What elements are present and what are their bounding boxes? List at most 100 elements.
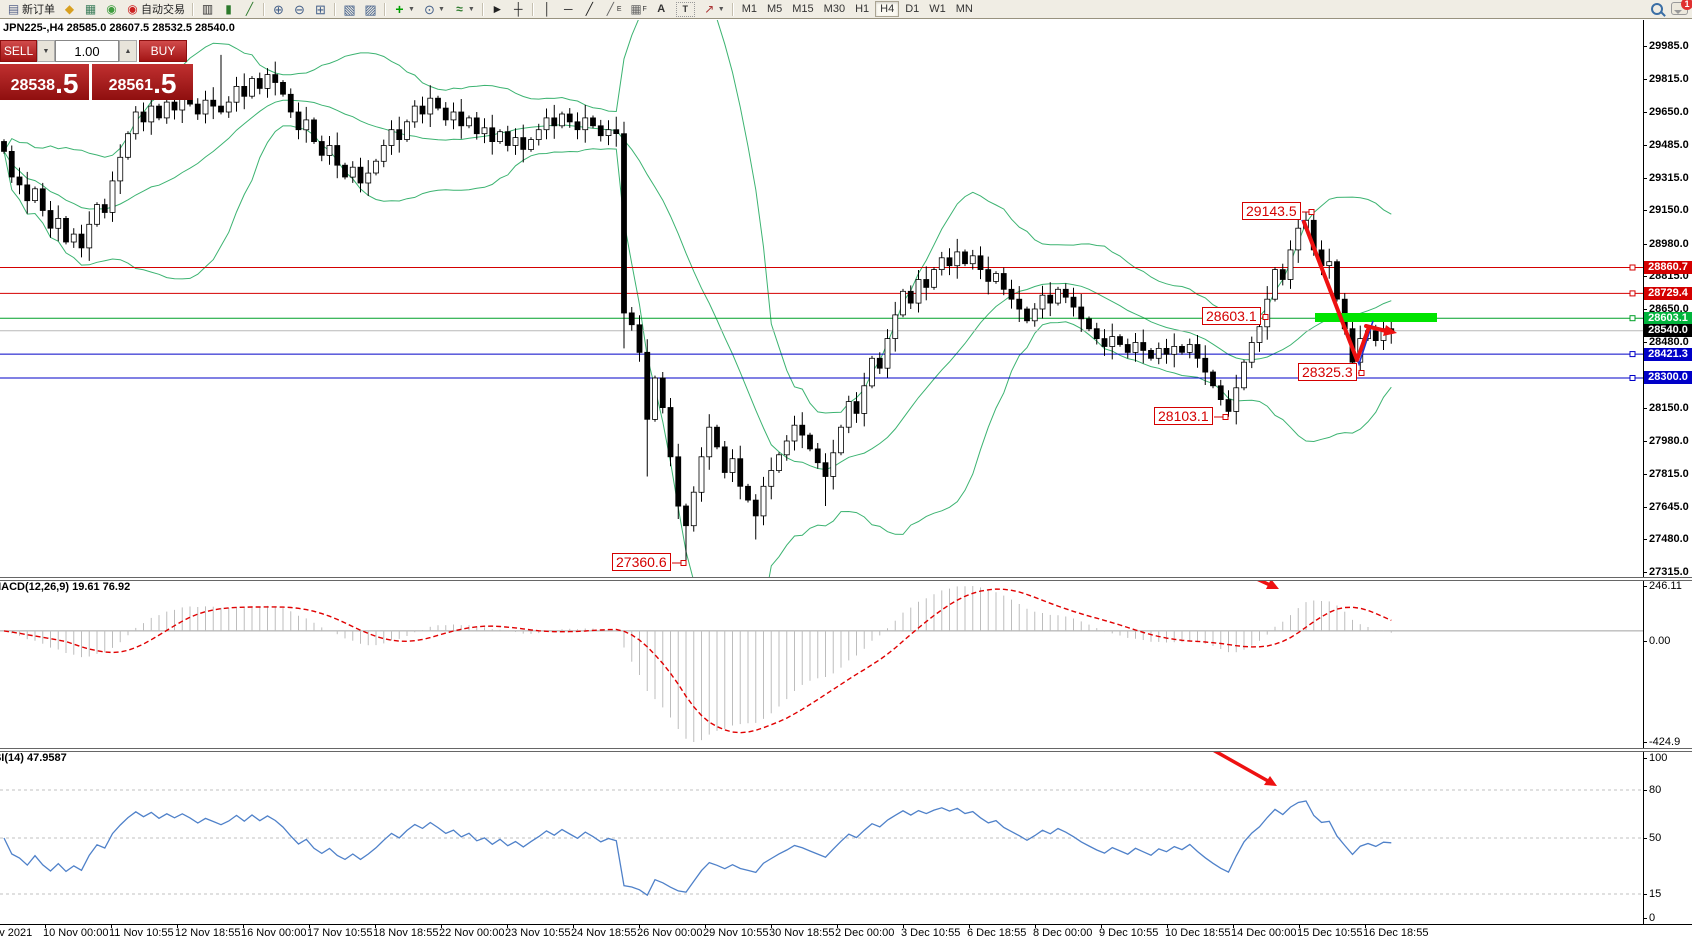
- candle-body: [63, 217, 69, 243]
- fibo-tool[interactable]: ╱ E: [601, 1, 625, 17]
- rsi-panel-chart[interactable]: [0, 751, 1643, 924]
- candle-body: [861, 385, 868, 414]
- price-annotation[interactable]: 29143.5: [1242, 202, 1301, 220]
- rsi-splitter[interactable]: [0, 748, 1692, 752]
- drawn-red-arrow-line[interactable]: [1302, 220, 1371, 362]
- chat-bubble-icon[interactable]: 1: [1671, 0, 1692, 15]
- horizontal-line-tool[interactable]: ─: [559, 1, 578, 17]
- hline-anchor[interactable]: [1629, 290, 1636, 297]
- label-anchor[interactable]: [1222, 414, 1229, 420]
- new-order-button[interactable]: ▤ 新订单: [7, 1, 55, 16]
- text-tool[interactable]: A: [652, 1, 671, 17]
- zoom-out-icon[interactable]: ⊖: [290, 1, 309, 17]
- candle-body: [954, 251, 961, 267]
- sell-price-display[interactable]: 28538.5: [0, 64, 89, 100]
- indicator-axis-label: 50: [1649, 832, 1662, 844]
- candle-body: [1124, 344, 1131, 353]
- candle-body: [876, 357, 883, 369]
- timeframe-M30[interactable]: M30: [823, 3, 846, 15]
- timeframe-MN[interactable]: MN: [955, 3, 973, 15]
- new-chart-icon[interactable]: ▦: [81, 1, 100, 17]
- text-label-tool[interactable]: T: [673, 1, 698, 17]
- timeframe-H4[interactable]: H4: [875, 1, 900, 17]
- arrows-tool[interactable]: ↗ ▼: [700, 1, 728, 17]
- candle-body: [690, 491, 697, 527]
- cursor-tool[interactable]: ►: [488, 1, 507, 17]
- volume-input[interactable]: [55, 40, 119, 62]
- label-anchor[interactable]: [680, 560, 687, 566]
- timeframe-H1[interactable]: H1: [855, 3, 870, 15]
- styler-icon[interactable]: ◆: [60, 1, 79, 17]
- sell-button[interactable]: SELL: [0, 40, 37, 62]
- hline-anchor[interactable]: [1629, 375, 1636, 381]
- buy-price-main: 28561: [108, 77, 154, 94]
- macd-splitter[interactable]: [0, 577, 1692, 581]
- support-highlight-bar[interactable]: [1315, 313, 1437, 322]
- alerts-icon[interactable]: ◉: [102, 1, 121, 17]
- fibo-grid-tool[interactable]: ▦ F: [630, 1, 647, 16]
- candle-body: [621, 133, 627, 314]
- one-click-trading-panel: SELL ▼ ▲ BUY 28538.5 28561.5: [0, 40, 193, 100]
- candle-body: [985, 269, 992, 282]
- buy-button[interactable]: BUY: [139, 40, 187, 62]
- candle-body: [287, 93, 294, 113]
- candle-body: [256, 78, 263, 89]
- chart-shift-icon[interactable]: ▨: [361, 1, 380, 17]
- candle-body: [1140, 342, 1147, 351]
- macd-panel-chart[interactable]: [0, 580, 1643, 748]
- search-icon[interactable]: [1651, 2, 1663, 15]
- timeframe-M15[interactable]: M15: [792, 3, 814, 15]
- price-annotation[interactable]: 28603.1: [1202, 307, 1261, 325]
- timeframe-D1[interactable]: D1: [905, 3, 920, 15]
- label-anchor[interactable]: [1262, 314, 1269, 320]
- sell-price-decimal: .5: [55, 68, 79, 99]
- drawn-red-arrow-tail[interactable]: [1364, 324, 1388, 333]
- rsi-red-arrow[interactable]: [1190, 751, 1270, 783]
- template-button[interactable]: ≈ ▼: [450, 1, 478, 17]
- timeframe-W1[interactable]: W1: [929, 3, 946, 15]
- candle-body: [590, 117, 596, 127]
- time-tick: [969, 925, 970, 928]
- label-anchor[interactable]: [1358, 370, 1365, 376]
- volume-increase-button[interactable]: ▲: [119, 40, 137, 62]
- volume-decrease-button[interactable]: ▼: [37, 40, 55, 62]
- time-tick: [639, 925, 640, 928]
- horizontal-line-tool-icon: ─: [564, 1, 573, 16]
- indicator-axis-label: 246.11: [1649, 580, 1682, 592]
- hline-anchor[interactable]: [1629, 351, 1636, 358]
- price-annotation[interactable]: 27360.6: [612, 553, 671, 571]
- auto-arrange-icon[interactable]: ▧: [340, 1, 359, 17]
- candle-body: [807, 434, 813, 450]
- time-axis-label: 16 Nov 00:00: [241, 927, 307, 939]
- price-annotation[interactable]: 28325.3: [1298, 363, 1357, 381]
- add-indicator-button[interactable]: + ▼: [390, 1, 418, 17]
- main-chart[interactable]: [0, 20, 1643, 577]
- vertical-line-tool[interactable]: │: [538, 1, 557, 17]
- candlestick-chart-icon[interactable]: ▮: [219, 1, 238, 17]
- period-button[interactable]: ⊙ ▼: [420, 1, 448, 17]
- sell-price-main: 28538: [10, 77, 56, 94]
- candle-body: [47, 210, 54, 229]
- zoom-in-icon[interactable]: ⊕: [269, 1, 288, 17]
- line-chart-icon[interactable]: ╱: [240, 1, 259, 17]
- trendline-tool[interactable]: ╱: [580, 1, 599, 17]
- axis-tick: [1643, 474, 1647, 475]
- price-axis-label: 27315.0: [1649, 566, 1689, 578]
- buy-price-display[interactable]: 28561.5: [92, 64, 193, 100]
- price-annotation[interactable]: 28103.1: [1154, 407, 1213, 425]
- candle-body: [791, 424, 798, 442]
- candle-body: [101, 204, 108, 213]
- candle-body: [636, 324, 643, 353]
- bar-chart-icon[interactable]: ▥: [198, 1, 217, 17]
- hline-anchor[interactable]: [1629, 315, 1636, 322]
- macd-red-arrow[interactable]: [1222, 580, 1272, 587]
- timeframe-M5[interactable]: M5: [766, 3, 783, 15]
- auto-arrange-icon-icon: ▧: [343, 1, 356, 17]
- candle-body: [1171, 345, 1178, 355]
- tile-windows-icon[interactable]: ⊞: [311, 1, 330, 17]
- timeframe-M1[interactable]: M1: [741, 3, 757, 15]
- autotrading-button[interactable]: ◉ 自动交易: [127, 1, 185, 16]
- label-anchor[interactable]: [1308, 209, 1315, 215]
- crosshair-tool[interactable]: ┼: [509, 1, 528, 17]
- hline-anchor[interactable]: [1629, 264, 1636, 271]
